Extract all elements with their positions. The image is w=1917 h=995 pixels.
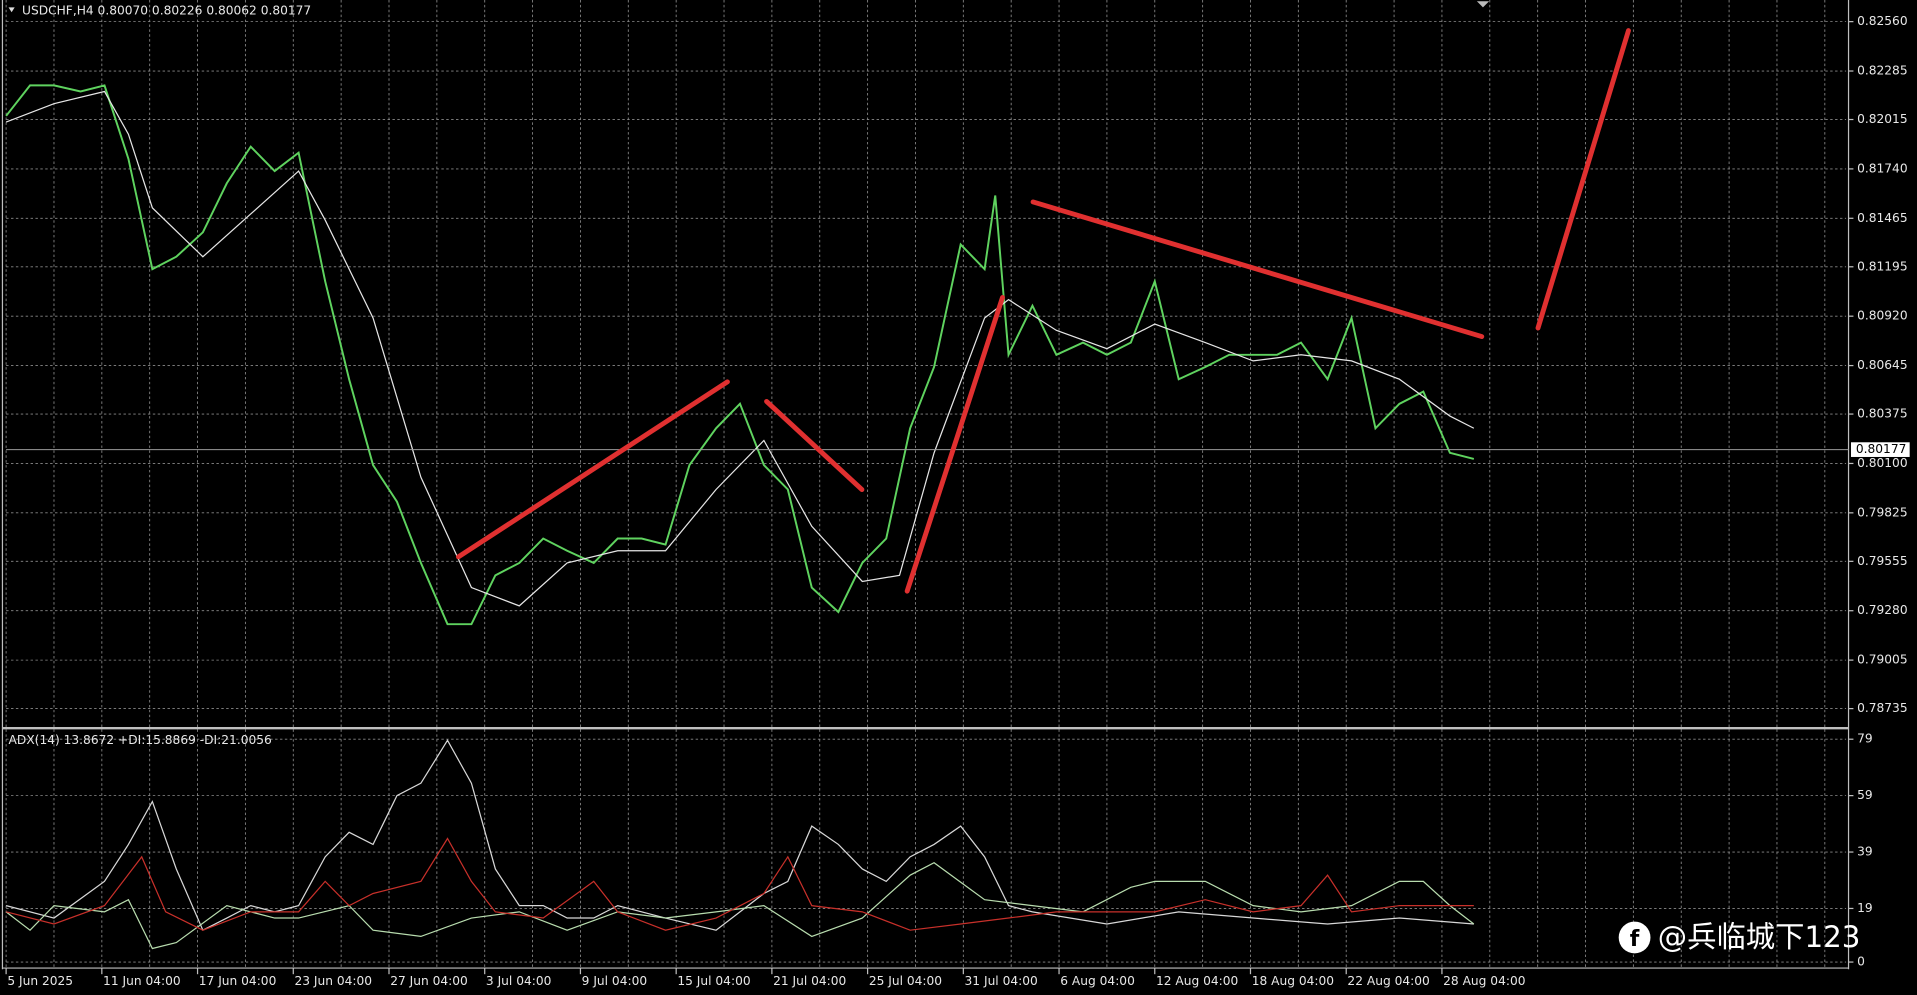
watermark: f @兵临城下123 (1618, 920, 1861, 954)
x-tick-label: 31 Jul 04:00 (965, 974, 1038, 988)
plot-area: 0.82560 0.82285 0.82015 0.81740 0.81465 0.811… (5, 14, 1910, 988)
x-tick-label: 21 Jul 04:00 (773, 974, 846, 988)
x-tick-label: 11 Jun 04:00 (103, 974, 181, 988)
y-tick-label: 0.81465 (1857, 211, 1908, 225)
y-tick-label: 39 (1857, 845, 1873, 859)
x-tick-label: 27 Jun 04:00 (390, 974, 468, 988)
y-tick-label: 0.82015 (1857, 112, 1908, 126)
y-tick-label: 0.79280 (1857, 603, 1908, 617)
shift-marker (1476, 1, 1490, 8)
y-tick-label: 19 (1857, 901, 1873, 915)
x-tick-label: 25 Jul 04:00 (869, 974, 942, 988)
trend-line (1535, 28, 1631, 331)
x-tick-label: 12 Aug 04:00 (1156, 974, 1238, 988)
series-line (5, 739, 1474, 932)
series-line (5, 84, 1475, 626)
series-line (5, 862, 1475, 950)
y-tick-label: 0.82560 (1857, 14, 1908, 28)
y-tick-label: 0 (1857, 955, 1865, 969)
trend-line (1030, 199, 1485, 340)
menu-arrow (8, 7, 15, 13)
x-tick-label: 5 Jun 2025 (7, 974, 73, 988)
grid (5, 0, 1854, 975)
x-tick-label: 23 Jun 04:00 (294, 974, 372, 988)
series-line (5, 90, 1475, 607)
watermark-icon (1618, 921, 1651, 954)
y-tick-label: 59 (1857, 788, 1873, 802)
chart-title: USDCHF,H4 0.80070 0.80226 0.80062 0.8017… (22, 4, 311, 18)
x-tick-label: 22 Aug 04:00 (1347, 974, 1429, 988)
last-price-label: 0.80177 (1856, 442, 1907, 456)
watermark-icon-glyph: f (1630, 927, 1640, 952)
y-tick-label: 0.81195 (1857, 259, 1908, 273)
trend-line (456, 379, 730, 560)
indicator-title: ADX(14) 13.8672 +DI:15.8869 -DI:21.0056 (9, 733, 272, 747)
y-tick-label: 0.78735 (1857, 701, 1908, 715)
trend-lines (456, 28, 1631, 594)
x-tick-label: 6 Aug 04:00 (1060, 974, 1135, 988)
watermark-text: @兵临城下123 (1658, 920, 1861, 954)
trend-line (904, 294, 1005, 594)
last-price-box (1850, 442, 1910, 457)
x-tick-label: 18 Aug 04:00 (1252, 974, 1334, 988)
y-tick-label: 0.79555 (1857, 554, 1908, 568)
x-tick-label: 15 Jul 04:00 (677, 974, 750, 988)
y-tick-label: 0.80920 (1857, 309, 1908, 323)
y-tick-label: 0.80100 (1857, 456, 1908, 470)
series-line (5, 837, 1474, 931)
x-tick-label: 3 Jul 04:00 (486, 974, 551, 988)
x-tick-label: 9 Jul 04:00 (582, 974, 647, 988)
y-tick-label: 0.79825 (1857, 505, 1908, 519)
y-tick-label: 79 (1857, 732, 1873, 746)
y-tick-label: 0.80375 (1857, 407, 1908, 421)
y-tick-label: 0.80645 (1857, 358, 1908, 372)
y-tick-label: 0.81740 (1857, 161, 1908, 175)
trend-line (764, 398, 865, 492)
x-tick-label: 17 Jun 04:00 (199, 974, 277, 988)
y-tick-label: 0.82285 (1857, 64, 1908, 78)
x-tick-label: 28 Aug 04:00 (1443, 974, 1525, 988)
y-tick-label: 0.79005 (1857, 653, 1908, 667)
